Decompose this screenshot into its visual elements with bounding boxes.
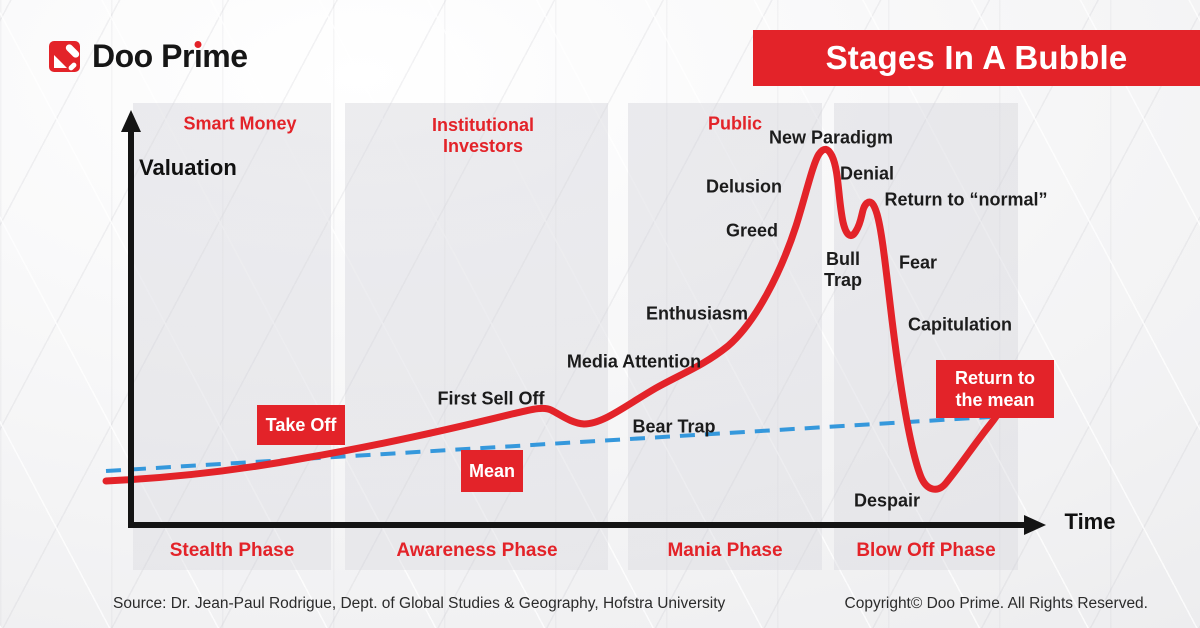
brand-name: Doo Pr ı me	[92, 40, 248, 72]
phase-label-awareness: Awareness Phase	[396, 539, 558, 561]
phase-band-mania	[628, 103, 822, 570]
y-axis-arrow-icon	[121, 110, 141, 132]
page-title: Stages In A Bubble	[825, 39, 1128, 76]
mean-dashed-line	[105, 415, 991, 473]
group-label-public: Public	[707, 113, 763, 134]
phase-band-stealth	[133, 103, 331, 570]
logo-dash-shape	[67, 61, 78, 71]
title-banner: Stages In A Bubble	[753, 30, 1200, 86]
annotation-return-to-normal: Return to “normal”	[884, 189, 1048, 210]
copyright-notice: Copyright© Doo Prime. All Rights Reserve…	[844, 595, 1148, 612]
annotation-new-paradigm: New Paradigm	[768, 127, 894, 148]
brand-name-i-reddot: ı	[193, 38, 203, 74]
annotation-enthusiasm: Enthusiasm	[645, 303, 749, 324]
tag-take-off: Take Off	[257, 405, 345, 445]
phase-label-mania: Mania Phase	[667, 539, 783, 561]
annotation-capitulation: Capitulation	[908, 314, 1012, 335]
annotation-media-attention: Media Attention	[566, 351, 702, 372]
annotation-despair: Despair	[853, 490, 921, 511]
brand-logo: Doo Pr ı me	[49, 40, 248, 72]
logo-wedge-shape	[54, 54, 67, 68]
annotation-first-sell-off: First Sell Off	[437, 388, 545, 409]
tag-mean: Mean	[461, 450, 523, 492]
annotation-bull-trap: Bull Trap	[823, 248, 863, 290]
x-axis-label: Time	[1064, 509, 1116, 535]
annotation-denial: Denial	[839, 163, 895, 184]
phase-band-awareness	[345, 103, 608, 570]
phase-band-blow-off	[834, 103, 1018, 570]
bubble-curve	[102, 145, 1010, 493]
x-axis-arrow-icon	[1024, 515, 1046, 535]
brand-name-part: me	[202, 38, 248, 74]
tag-return-to-the-mean: Return to the mean	[936, 360, 1054, 418]
group-label-institutional-investors: Institutional Investors	[432, 114, 534, 156]
annotation-delusion: Delusion	[705, 176, 783, 197]
phase-label-stealth: Stealth Phase	[169, 539, 295, 561]
annotation-greed: Greed	[725, 220, 779, 241]
brand-name-part: Doo Pr	[92, 38, 194, 74]
y-axis-label: Valuation	[139, 155, 237, 181]
phase-label-blow-off: Blow Off Phase	[856, 539, 996, 561]
annotation-bear-trap: Bear Trap	[632, 416, 716, 437]
doo-prime-logo-icon	[49, 40, 80, 72]
annotation-fear: Fear	[898, 252, 938, 273]
source-attribution: Source: Dr. Jean-Paul Rodrigue, Dept. of…	[113, 595, 726, 612]
group-label-smart-money: Smart Money	[183, 113, 297, 134]
